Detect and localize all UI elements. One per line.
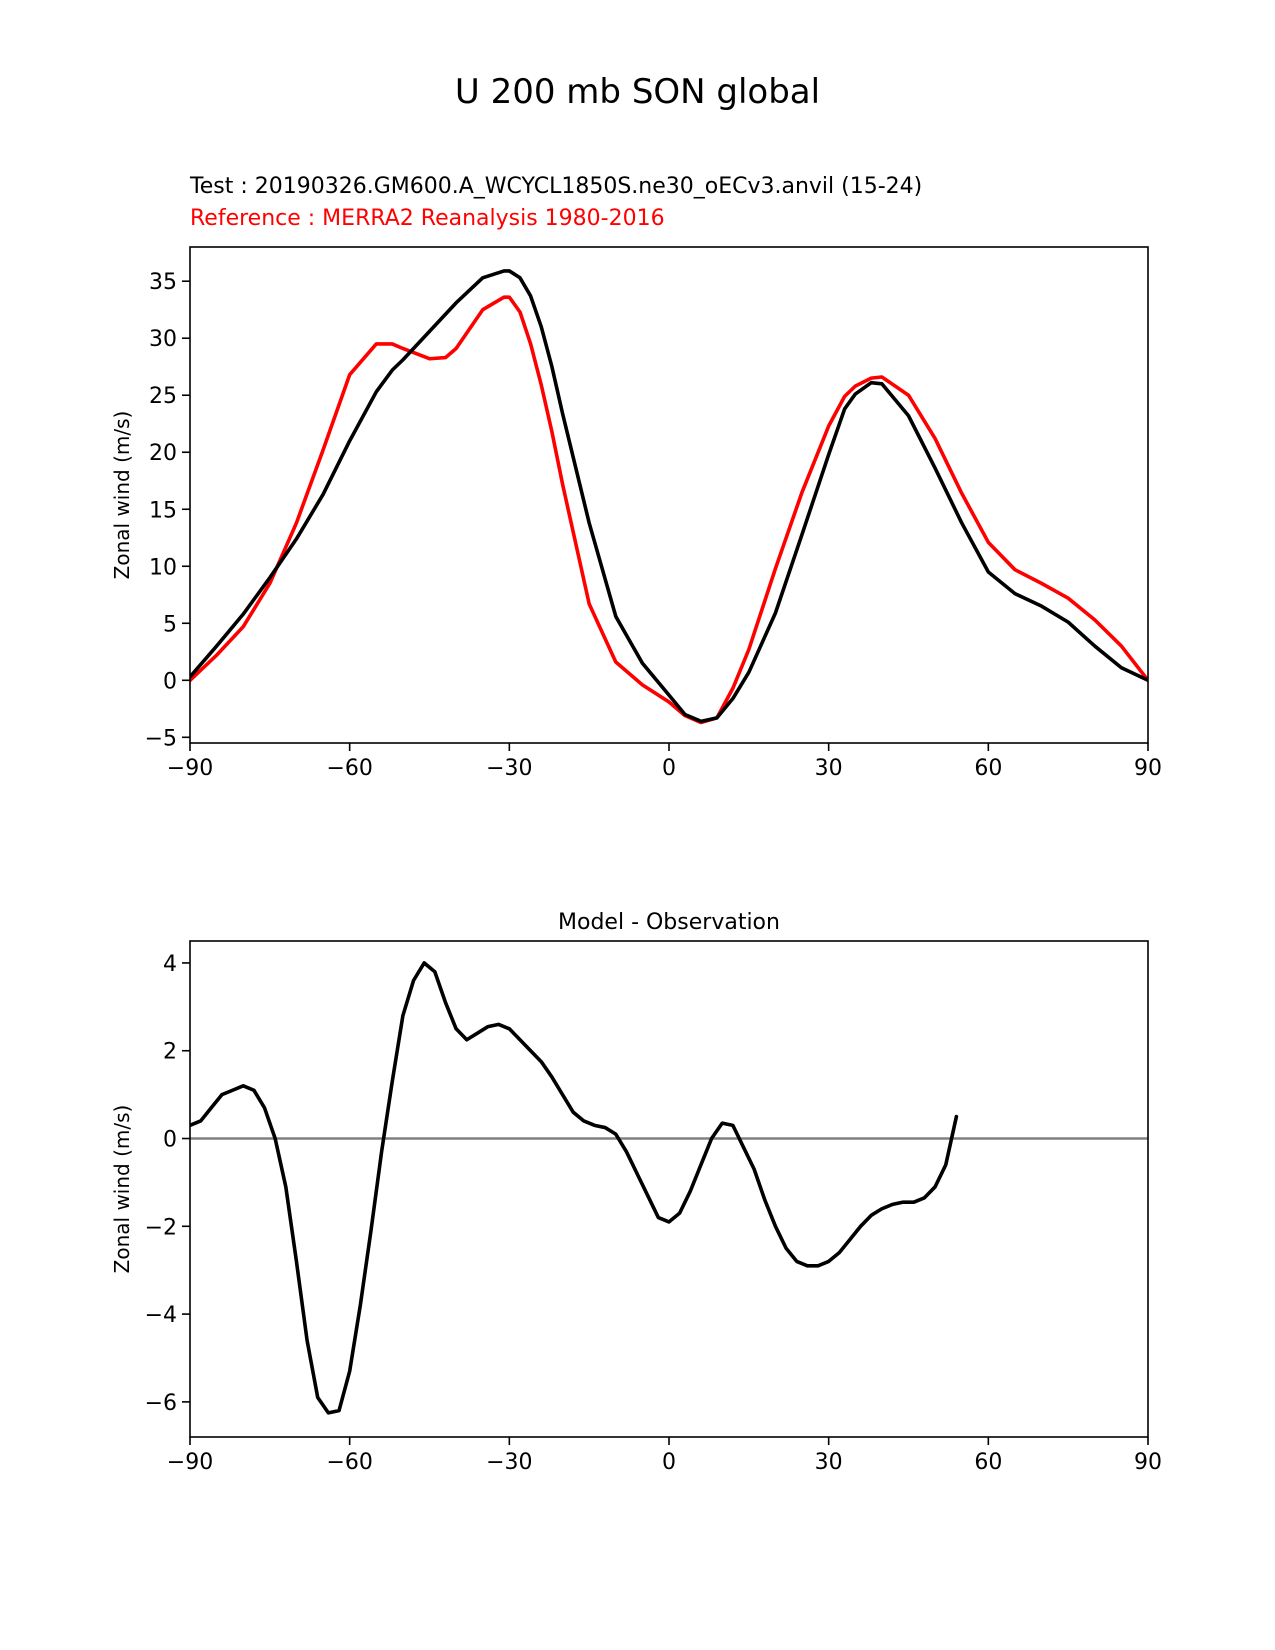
x-tick-label: 30 bbox=[815, 756, 843, 781]
x-tick-label: 0 bbox=[662, 1450, 676, 1475]
plot-frame bbox=[189, 940, 1149, 1438]
y-tick-label: 0 bbox=[163, 669, 177, 694]
y-tick-label: −2 bbox=[145, 1215, 177, 1240]
y-tick-label: 35 bbox=[149, 270, 177, 295]
x-tick-label: −60 bbox=[326, 1450, 372, 1475]
series-line-reference bbox=[190, 295, 1148, 725]
y-tick-label: 15 bbox=[149, 498, 177, 523]
y-tick-label: 10 bbox=[149, 555, 177, 580]
y-tick-label: −5 bbox=[145, 726, 177, 751]
test-label: Test : 20190326.GM600.A_WCYCL1850S.ne30_… bbox=[190, 174, 923, 199]
reference-label: Reference : MERRA2 Reanalysis 1980-2016 bbox=[190, 206, 665, 231]
x-tick-label: −90 bbox=[167, 756, 213, 781]
x-tick-label: 90 bbox=[1134, 1450, 1162, 1475]
x-tick-label: 90 bbox=[1134, 756, 1162, 781]
chart-panel-1 bbox=[182, 246, 1149, 751]
y-tick-label: 20 bbox=[149, 441, 177, 466]
figure-title: U 200 mb SON global bbox=[454, 72, 821, 112]
y-axis-label: Zonal wind (m/s) bbox=[110, 1105, 134, 1274]
x-tick-label: 60 bbox=[974, 1450, 1002, 1475]
panel-title: Model - Observation bbox=[558, 910, 780, 935]
x-tick-label: −30 bbox=[486, 1450, 532, 1475]
y-tick-label: 30 bbox=[149, 327, 177, 352]
x-tick-label: 0 bbox=[662, 756, 676, 781]
series-line-test bbox=[190, 269, 1148, 724]
x-tick-label: −60 bbox=[326, 756, 372, 781]
y-tick-label: −6 bbox=[145, 1391, 177, 1416]
x-tick-label: −90 bbox=[167, 1450, 213, 1475]
chart-panel-2 bbox=[182, 940, 1149, 1445]
y-tick-label: 2 bbox=[163, 1040, 177, 1065]
y-axis-label: Zonal wind (m/s) bbox=[110, 411, 134, 580]
y-tick-label: 4 bbox=[163, 952, 177, 977]
x-tick-label: −30 bbox=[486, 756, 532, 781]
x-tick-label: 30 bbox=[815, 1450, 843, 1475]
y-tick-label: −4 bbox=[145, 1303, 177, 1328]
y-tick-label: 25 bbox=[149, 384, 177, 409]
series-line-model-observation bbox=[190, 961, 959, 1415]
plot-frame bbox=[189, 246, 1149, 744]
y-tick-label: 0 bbox=[163, 1128, 177, 1153]
y-tick-label: 5 bbox=[163, 612, 177, 637]
x-tick-label: 60 bbox=[974, 756, 1002, 781]
